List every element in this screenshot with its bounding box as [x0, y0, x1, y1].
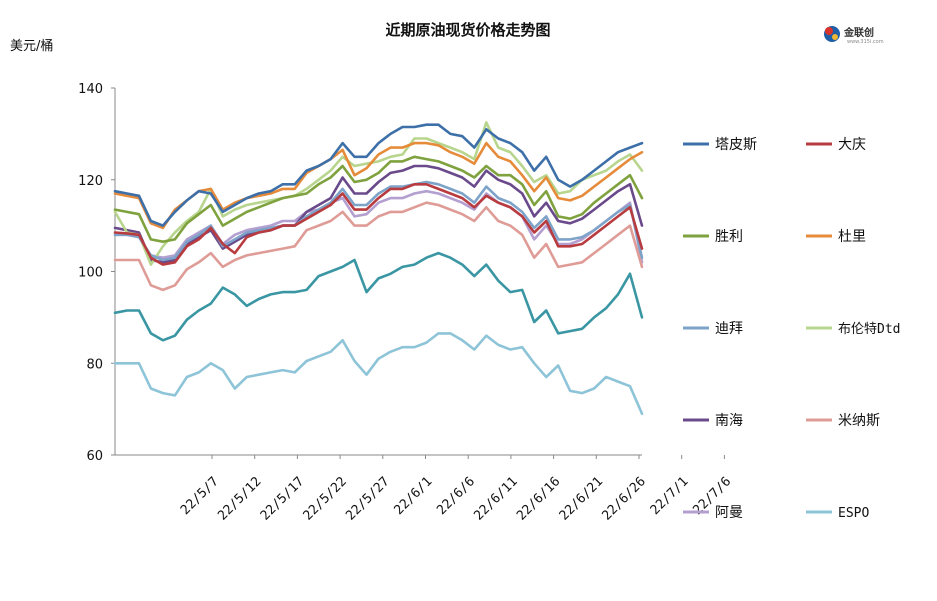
legend-label: 大庆 [838, 137, 866, 153]
x-tick-label: 22/5/7 [178, 474, 222, 518]
x-tick-label: 22/6/1 [392, 474, 436, 518]
y-ticks: 60 80 100 120 140 [78, 82, 115, 464]
y-tick-label: 60 [86, 449, 103, 464]
series-line-unlabeled [113, 251, 644, 342]
legend-label: 胜利 [715, 229, 743, 245]
x-tick-label: 22/6/6 [434, 474, 478, 518]
legend-label: 阿曼 [715, 505, 743, 521]
legend-label: 米纳斯 [838, 413, 880, 429]
series-line-0 [113, 123, 644, 227]
chart-title: 近期原油现货价格走势图 [385, 21, 550, 39]
x-tick-label: 22/6/16 [514, 474, 563, 523]
legend-label: 南海 [715, 413, 743, 429]
x-ticks: 22/5/722/5/1222/5/1722/5/2222/5/2722/6/1… [178, 455, 734, 524]
y-axis-unit: 美元/桶 [10, 39, 53, 54]
series-line-1 [113, 183, 644, 266]
y-tick-label: 100 [78, 266, 103, 281]
x-tick-label: 22/5/17 [258, 474, 307, 523]
legend-label: 布伦特Dtd [838, 322, 900, 337]
series-line-9 [113, 332, 644, 416]
logo-url: www.315i.com [847, 39, 884, 45]
series-line-5 [113, 121, 644, 266]
x-tick-label: 22/5/12 [215, 474, 264, 523]
series-line-8 [113, 189, 644, 264]
y-tick-label: 80 [86, 357, 103, 372]
logo: 金联创 www.315i.com [824, 26, 884, 45]
x-tick-label: 22/6/26 [599, 474, 648, 523]
series-line-7 [113, 201, 644, 292]
series-line-4 [113, 180, 644, 262]
x-tick-label: 22/6/11 [471, 474, 520, 523]
legend-label: 杜里 [838, 229, 866, 245]
x-tick-label: 22/6/21 [557, 474, 606, 523]
series-line-2 [113, 155, 644, 243]
logo-text: 金联创 [843, 26, 874, 39]
legend-label: ESPO [838, 506, 869, 521]
plot-area [113, 121, 644, 416]
legend-label: 迪拜 [715, 321, 743, 337]
x-tick-label: 22/5/22 [301, 474, 350, 523]
series-line-3 [113, 141, 644, 230]
y-tick-label: 120 [78, 174, 103, 189]
y-tick-label: 140 [78, 82, 103, 97]
legend-label: 塔皮斯 [715, 137, 757, 153]
x-tick-label: 22/5/27 [343, 474, 392, 523]
